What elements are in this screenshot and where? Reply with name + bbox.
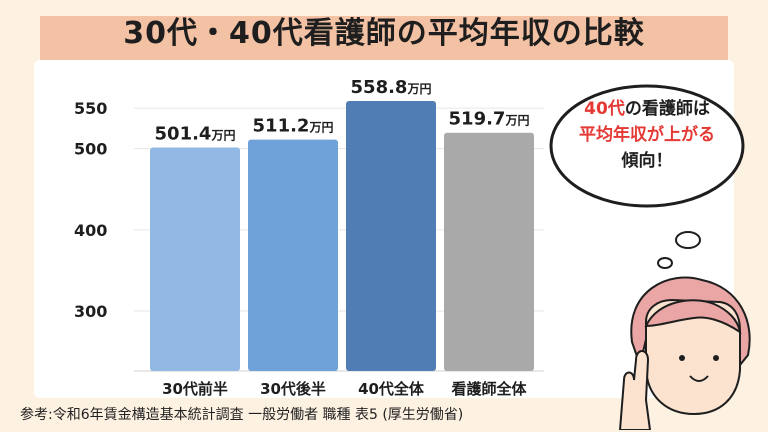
y-tick-label: 300 xyxy=(74,302,107,321)
bubble-text-line3: 傾向！ xyxy=(621,151,673,171)
y-tick-label: 400 xyxy=(74,221,107,240)
page-title: 30代・40代看護師の平均年収の比較 xyxy=(123,16,645,51)
bar-value-label: 501.4万円 xyxy=(155,124,236,145)
bar xyxy=(346,100,436,372)
category-label: 30代後半 xyxy=(260,380,326,398)
y-tick-label: 550 xyxy=(74,99,107,118)
right-eye xyxy=(713,355,719,361)
bar xyxy=(248,139,338,371)
source-note: 参考:令和6年賃金構造基本統計調査 一般労働者 職種 表5 (厚生労働省) xyxy=(20,407,464,423)
bangs xyxy=(644,299,742,335)
pointing-hand xyxy=(618,350,652,430)
title-highlight xyxy=(40,16,728,60)
bar-value-label: 558.8万円 xyxy=(351,77,432,98)
face xyxy=(645,298,741,416)
thought-dot-large xyxy=(675,231,701,249)
title-area: 30代・40代看護師の平均年収の比較 xyxy=(0,0,768,62)
y-tick-label: 500 xyxy=(74,140,107,159)
nurse-illustration xyxy=(618,231,751,430)
category-label: 30代前半 xyxy=(162,380,228,398)
category-label: 看護師全体 xyxy=(451,380,527,398)
bar-chart: 300 400 500 550 501.4万円 511.2万円 558.8万円 519.7万… xyxy=(74,77,544,398)
bubble-red-age: 40代 xyxy=(584,99,625,119)
bar xyxy=(444,132,534,371)
bubble-red-phrase: 平均年収が上がる xyxy=(579,125,715,145)
bar-value-label: 519.7万円 xyxy=(449,109,530,130)
bubble-text: 40代の看護師は 平均年収が上がる 傾向！ xyxy=(546,96,748,174)
speech-bubble xyxy=(549,84,745,208)
thought-dot-small xyxy=(657,257,673,269)
bar-value-label: 511.2万円 xyxy=(253,116,334,137)
category-label: 40代全体 xyxy=(358,380,425,398)
left-eye xyxy=(679,355,685,361)
bar xyxy=(150,147,240,371)
mouth xyxy=(689,375,709,382)
bubble-text-line1: の看護師は xyxy=(624,99,710,119)
